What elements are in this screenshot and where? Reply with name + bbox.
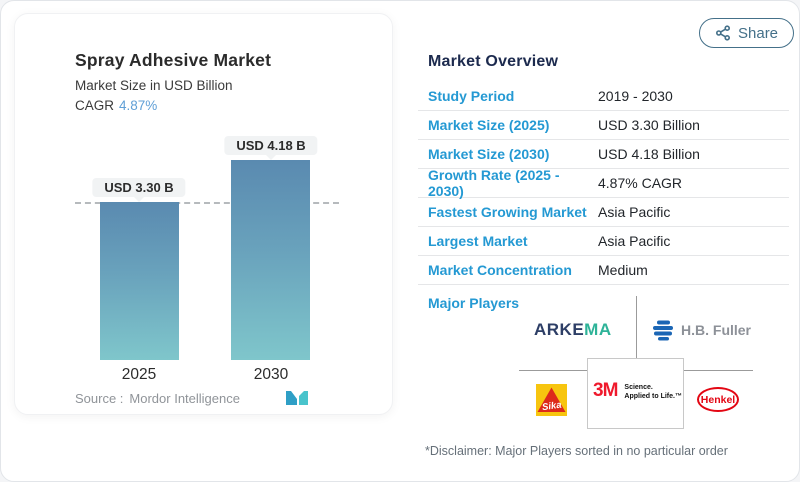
row-value: 2019 - 2030: [598, 88, 673, 104]
henkel-logo: Henkel: [697, 387, 739, 412]
share-button[interactable]: Share: [699, 18, 795, 48]
source-value: Mordor Intelligence: [129, 391, 240, 406]
overview-row: Market Concentration Medium: [418, 256, 789, 285]
sika-logo: Sika: [536, 384, 567, 416]
source-label: Source :: [75, 391, 124, 406]
row-label: Market Concentration: [428, 262, 572, 278]
overview-title: Market Overview: [428, 53, 559, 70]
players-divider-left: [519, 370, 587, 371]
row-value: 4.87% CAGR: [598, 175, 683, 191]
row-label: Growth Rate (2025 - 2030): [428, 167, 560, 199]
row-value: Medium: [598, 262, 648, 278]
major-players-label: Major Players: [428, 295, 520, 311]
row-value: USD 4.18 Billion: [598, 146, 700, 162]
players-divider-vertical: [636, 296, 637, 358]
cagr-value: 4.87%: [119, 98, 158, 113]
disclaimer-text: *Disclaimer: Major Players sorted in no …: [425, 444, 728, 458]
label-pointer: [133, 196, 145, 202]
share-nodes-icon: [715, 25, 730, 41]
overview-row: Market Size (2030) USD 4.18 Billion: [418, 140, 789, 169]
chart-subtitle: Market Size in USD Billion: [75, 78, 233, 93]
mmm-text: 3M: [593, 380, 618, 401]
mordor-intelligence-logo-icon: [286, 391, 308, 405]
overview-row: Growth Rate (2025 - 2030) 4.87% CAGR: [418, 167, 789, 199]
overview-row: Study Period 2019 - 2030: [418, 82, 789, 111]
row-label: Market Size (2030): [428, 146, 550, 162]
source-row: Source : Mordor Intelligence: [75, 391, 240, 406]
row-value: USD 3.30 Billion: [598, 117, 700, 133]
chart-card: Spray Adhesive Market Market Size in USD…: [14, 13, 393, 415]
svg-text:Sika: Sika: [541, 400, 562, 414]
henkel-text: Henkel: [700, 393, 736, 406]
overview-row: Market Size (2025) USD 3.30 Billion: [418, 111, 789, 140]
reference-dashed-line: [75, 202, 339, 204]
cagr-line: CAGR 4.87%: [75, 98, 157, 113]
overview-table: Study Period 2019 - 2030 Market Size (20…: [418, 82, 789, 285]
overview-row: Fastest Growing Market Asia Pacific: [418, 198, 789, 227]
hbfuller-logo: H.B. Fuller: [651, 318, 751, 342]
bar-2025: [100, 202, 179, 360]
row-label: Largest Market: [428, 233, 528, 249]
hbfuller-text: H.B. Fuller: [681, 322, 752, 338]
chart-title: Spray Adhesive Market: [75, 50, 272, 70]
players-divider-right: [684, 370, 753, 371]
hbfuller-globe-icon: [653, 320, 673, 341]
arkema-logo: ARKEMA: [534, 320, 612, 339]
bar-value-label-2025: USD 3.30 B: [92, 178, 186, 197]
overview-row: Largest Market Asia Pacific: [418, 227, 789, 256]
player-box-3m: [587, 358, 684, 429]
mmm-logo: 3M Science. Applied to Life.™: [593, 381, 682, 402]
share-label: Share: [738, 24, 779, 42]
mmm-tagline: Science. Applied to Life.™: [624, 384, 682, 400]
row-label: Market Size (2025): [428, 117, 550, 133]
cagr-label: CAGR: [75, 98, 115, 113]
x-label-2025: 2025: [121, 366, 157, 383]
label-pointer: [265, 154, 277, 160]
row-label: Study Period: [428, 88, 515, 104]
x-label-2030: 2030: [253, 366, 289, 383]
bar-2030: [231, 160, 310, 360]
row-value: Asia Pacific: [598, 233, 671, 249]
bar-value-label-2030: USD 4.18 B: [224, 136, 318, 155]
row-label: Fastest Growing Market: [428, 204, 587, 220]
row-value: Asia Pacific: [598, 204, 671, 220]
